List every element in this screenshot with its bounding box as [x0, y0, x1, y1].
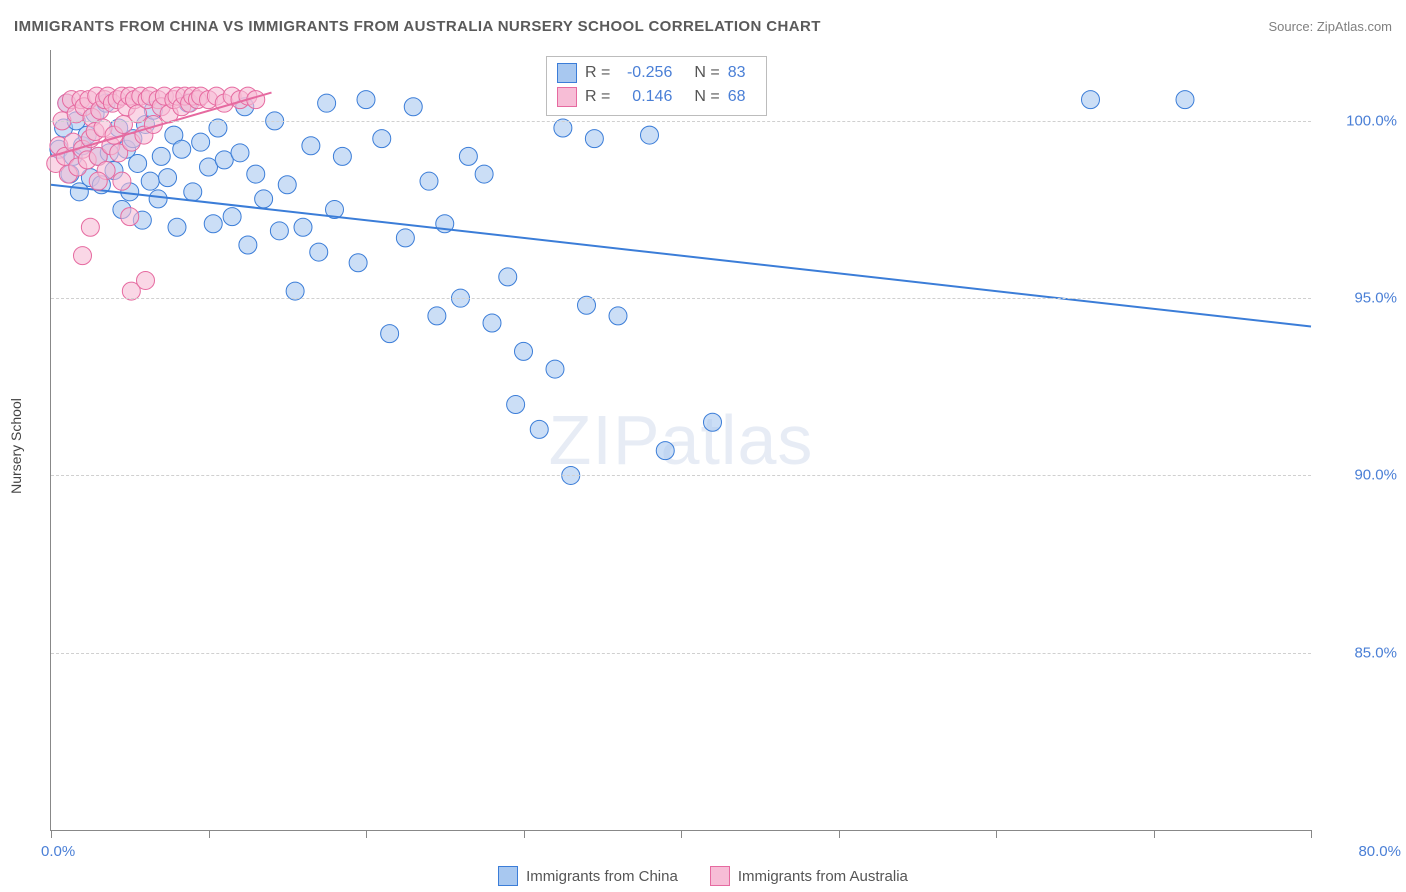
data-point	[270, 222, 288, 240]
data-point	[609, 307, 627, 325]
data-point	[184, 183, 202, 201]
x-tick	[366, 830, 367, 838]
data-point	[294, 218, 312, 236]
data-point	[159, 169, 177, 187]
x-tick	[209, 830, 210, 838]
data-point	[310, 243, 328, 261]
legend-swatch	[557, 63, 577, 83]
bottom-legend-item: Immigrants from Australia	[710, 866, 908, 886]
data-point	[152, 147, 170, 165]
data-point	[373, 130, 391, 148]
data-point	[81, 218, 99, 236]
data-point	[420, 172, 438, 190]
x-tick	[839, 830, 840, 838]
legend-swatch	[557, 87, 577, 107]
data-point	[396, 229, 414, 247]
bottom-legend-item: Immigrants from China	[498, 866, 678, 886]
legend-row: R = 0.146 N = 68	[557, 85, 756, 109]
x-tick-label: 0.0%	[41, 843, 75, 860]
data-point	[357, 91, 375, 109]
data-point	[255, 190, 273, 208]
legend-label: Immigrants from China	[526, 868, 678, 885]
data-point	[333, 147, 351, 165]
data-point	[74, 247, 92, 265]
legend-n-label: N =	[694, 85, 719, 109]
data-point	[239, 236, 257, 254]
x-tick-label: 80.0%	[1358, 843, 1401, 860]
data-point	[121, 208, 139, 226]
title-bar: IMMIGRANTS FROM CHINA VS IMMIGRANTS FROM…	[14, 18, 1392, 35]
data-point	[231, 144, 249, 162]
correlation-legend: R = -0.256 N = 83 R = 0.146 N = 68	[546, 56, 767, 116]
data-point	[204, 215, 222, 233]
data-point	[459, 147, 477, 165]
data-point	[404, 98, 422, 116]
y-tick-label: 100.0%	[1317, 112, 1397, 129]
data-point	[223, 208, 241, 226]
y-axis-label: Nursery School	[8, 398, 24, 494]
data-point	[1176, 91, 1194, 109]
trend-line	[51, 185, 1311, 327]
data-point	[381, 325, 399, 343]
data-point	[149, 190, 167, 208]
data-point	[349, 254, 367, 272]
chart-title: IMMIGRANTS FROM CHINA VS IMMIGRANTS FROM…	[14, 18, 821, 35]
data-point	[704, 413, 722, 431]
gridline	[51, 298, 1311, 299]
data-point	[192, 133, 210, 151]
legend-r-value: 0.146	[618, 85, 672, 109]
x-tick	[1154, 830, 1155, 838]
gridline	[51, 121, 1311, 122]
data-point	[475, 165, 493, 183]
data-point	[247, 165, 265, 183]
source-label: Source: ZipAtlas.com	[1268, 19, 1392, 34]
data-point	[507, 396, 525, 414]
data-point	[318, 94, 336, 112]
data-point	[89, 172, 107, 190]
data-point	[302, 137, 320, 155]
legend-n-label: N =	[694, 61, 719, 85]
legend-n-value: 83	[728, 61, 756, 85]
data-point	[129, 154, 147, 172]
data-point	[141, 172, 159, 190]
data-point	[499, 268, 517, 286]
legend-label: Immigrants from Australia	[738, 868, 908, 885]
legend-swatch	[710, 866, 730, 886]
data-point	[173, 140, 191, 158]
data-point	[585, 130, 603, 148]
x-tick	[51, 830, 52, 838]
plot-area: ZIPatlas R = -0.256N = 83R = 0.146N = 68…	[50, 50, 1311, 831]
data-point	[483, 314, 501, 332]
x-tick	[524, 830, 525, 838]
gridline	[51, 475, 1311, 476]
y-tick-label: 90.0%	[1317, 467, 1397, 484]
legend-n-value: 68	[728, 85, 756, 109]
data-point	[428, 307, 446, 325]
legend-r-label: R =	[585, 61, 610, 85]
data-point	[546, 360, 564, 378]
legend-r-label: R =	[585, 85, 610, 109]
legend-swatch	[498, 866, 518, 886]
y-tick-label: 95.0%	[1317, 290, 1397, 307]
data-point	[515, 342, 533, 360]
data-point	[168, 218, 186, 236]
data-point	[1082, 91, 1100, 109]
x-tick	[996, 830, 997, 838]
y-tick-label: 85.0%	[1317, 644, 1397, 661]
gridline	[51, 653, 1311, 654]
legend-row: R = -0.256 N = 83	[557, 61, 756, 85]
x-tick	[1311, 830, 1312, 838]
chart-svg	[51, 50, 1311, 830]
data-point	[278, 176, 296, 194]
data-point	[137, 271, 155, 289]
data-point	[641, 126, 659, 144]
x-tick	[681, 830, 682, 838]
legend-r-value: -0.256	[618, 61, 672, 85]
data-point	[656, 442, 674, 460]
data-point	[113, 172, 131, 190]
data-point	[530, 420, 548, 438]
bottom-legend: Immigrants from China Immigrants from Aus…	[0, 866, 1406, 886]
